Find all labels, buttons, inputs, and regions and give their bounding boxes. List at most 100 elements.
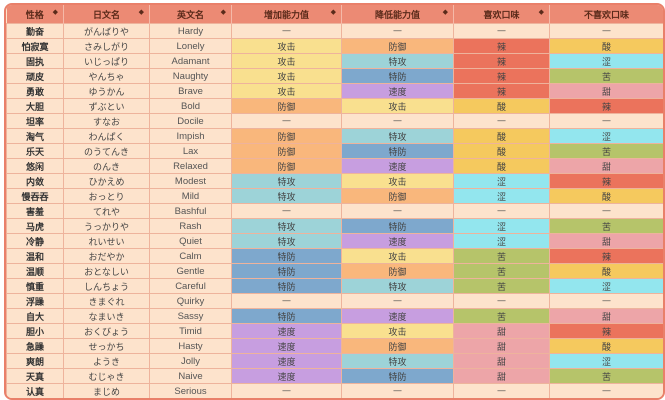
cell-japanese-name: れいせい [63,233,150,249]
cell-increased-stat: 速度 [231,353,342,369]
cell-decreased-stat: — [341,23,454,39]
cell-nature: 冷静 [6,233,64,249]
cell-increased-stat: 特攻 [231,188,342,204]
cell-disliked-flavor: 苦 [549,143,663,159]
table-row: 胆小 おくびょう Timid 速度 攻击甜辣 [6,323,663,339]
cell-liked-flavor: 辣 [453,53,550,69]
cell-nature: 勤奋 [6,23,64,39]
column-header-disliked-flavor[interactable]: 不喜欢口味 [549,5,663,24]
cell-nature: 乐天 [6,143,64,159]
cell-nature: 温和 [6,248,64,264]
cell-increased-stat: 攻击 [231,38,342,54]
cell-nature: 温顺 [6,263,64,279]
nature-table: 性格 ◆ 日文名 ◆ 英文名 ◆ 增加能力值 ◆ 降低能力值 ◆ 喜欢口味 ◆ 不喜欢口味 勤奋 がんばり… [6,5,663,398]
cell-liked-flavor: 辣 [453,68,550,84]
cell-liked-flavor: 甜 [453,353,550,369]
column-header-decreased-stat[interactable]: 降低能力值 ◆ [341,5,454,24]
table-row: 温顺 おとなしい Gentle 特防 防御苦酸 [6,263,663,279]
cell-liked-flavor: 苦 [453,278,550,294]
cell-liked-flavor: — [453,203,550,219]
cell-disliked-flavor: 甜 [549,158,663,174]
table-row: 害羞 てれや Bashful — — — — [6,203,663,219]
cell-increased-stat: 攻击 [231,53,342,69]
cell-disliked-flavor: 甜 [549,308,663,324]
cell-increased-stat: — [231,203,342,219]
cell-increased-stat: 特防 [231,278,342,294]
cell-increased-stat: 防御 [231,143,342,159]
cell-decreased-stat: 特攻 [341,278,454,294]
column-header-japanese-name[interactable]: 日文名 ◆ [63,5,150,24]
cell-liked-flavor: 酸 [453,98,550,114]
cell-english-name: Hardy [149,23,232,39]
cell-liked-flavor: 苦 [453,248,550,264]
sort-icon[interactable]: ◆ [330,7,336,16]
cell-increased-stat: 特防 [231,263,342,279]
column-header-label: 增加能力值 [263,10,309,21]
column-header-nature[interactable]: 性格 ◆ [6,5,64,24]
cell-nature: 爽朗 [6,353,64,369]
cell-liked-flavor: 苦 [453,263,550,279]
table-row: 悠闲 のんき Relaxed 防御 速度酸甜 [6,158,663,174]
cell-nature: 马虎 [6,218,64,234]
cell-decreased-stat: 攻击 [341,323,454,339]
cell-english-name: Docile [149,113,232,129]
cell-english-name: Bashful [149,203,232,219]
cell-liked-flavor: 辣 [453,83,550,99]
cell-increased-stat: 攻击 [231,83,342,99]
cell-nature: 慢吞吞 [6,188,64,204]
cell-nature: 慎重 [6,278,64,294]
table-row: 慎重 しんちょう Careful 特防 特攻苦涩 [6,278,663,294]
cell-disliked-flavor: 苦 [549,68,663,84]
cell-japanese-name: まじめ [63,383,150,398]
cell-disliked-flavor: — [549,383,663,398]
table-row: 顽皮 やんちゃ Naughty 攻击 特防辣苦 [6,68,663,84]
column-header-label: 降低能力值 [374,10,420,21]
cell-decreased-stat: 特防 [341,68,454,84]
cell-disliked-flavor: 酸 [549,38,663,54]
cell-japanese-name: のんき [63,158,150,174]
table-row: 淘气 わんぱく Impish 防御 特攻酸涩 [6,128,663,144]
cell-english-name: Brave [149,83,232,99]
cell-disliked-flavor: — [549,293,663,309]
cell-liked-flavor: — [453,23,550,39]
table-row: 浮躁 きまぐれ Quirky — — — — [6,293,663,309]
cell-increased-stat: — [231,383,342,398]
cell-liked-flavor: — [453,293,550,309]
column-header-english-name[interactable]: 英文名 ◆ [149,5,232,24]
cell-japanese-name: おだやか [63,248,150,264]
cell-disliked-flavor: — [549,203,663,219]
cell-decreased-stat: — [341,203,454,219]
cell-disliked-flavor: 甜 [549,233,663,249]
cell-nature: 勇敢 [6,83,64,99]
cell-liked-flavor: 甜 [453,368,550,384]
cell-increased-stat: 特攻 [231,233,342,249]
column-header-label: 日文名 [92,10,120,21]
cell-increased-stat: 特防 [231,248,342,264]
cell-liked-flavor: 甜 [453,323,550,339]
column-header-increased-stat[interactable]: 增加能力值 ◆ [231,5,342,24]
sort-icon[interactable]: ◆ [220,7,226,16]
column-header-label: 性格 [25,10,44,21]
sort-icon[interactable]: ◆ [138,7,144,16]
column-header-liked-flavor[interactable]: 喜欢口味 ◆ [453,5,550,24]
cell-disliked-flavor: 涩 [549,128,663,144]
cell-decreased-stat: 攻击 [341,173,454,189]
cell-liked-flavor: 涩 [453,218,550,234]
cell-english-name: Jolly [149,353,232,369]
sort-icon[interactable]: ◆ [538,7,544,16]
sort-icon[interactable]: ◆ [442,7,448,16]
cell-japanese-name: ひかえめ [63,173,150,189]
cell-english-name: Quirky [149,293,232,309]
cell-english-name: Gentle [149,263,232,279]
cell-decreased-stat: — [341,383,454,398]
cell-english-name: Naive [149,368,232,384]
cell-disliked-flavor: 辣 [549,98,663,114]
sort-icon[interactable]: ◆ [52,7,58,16]
cell-decreased-stat: 速度 [341,158,454,174]
cell-disliked-flavor: 酸 [549,338,663,354]
cell-japanese-name: せっかち [63,338,150,354]
cell-decreased-stat: — [341,113,454,129]
cell-japanese-name: おくびょう [63,323,150,339]
cell-disliked-flavor: — [549,113,663,129]
cell-japanese-name: おっとり [63,188,150,204]
